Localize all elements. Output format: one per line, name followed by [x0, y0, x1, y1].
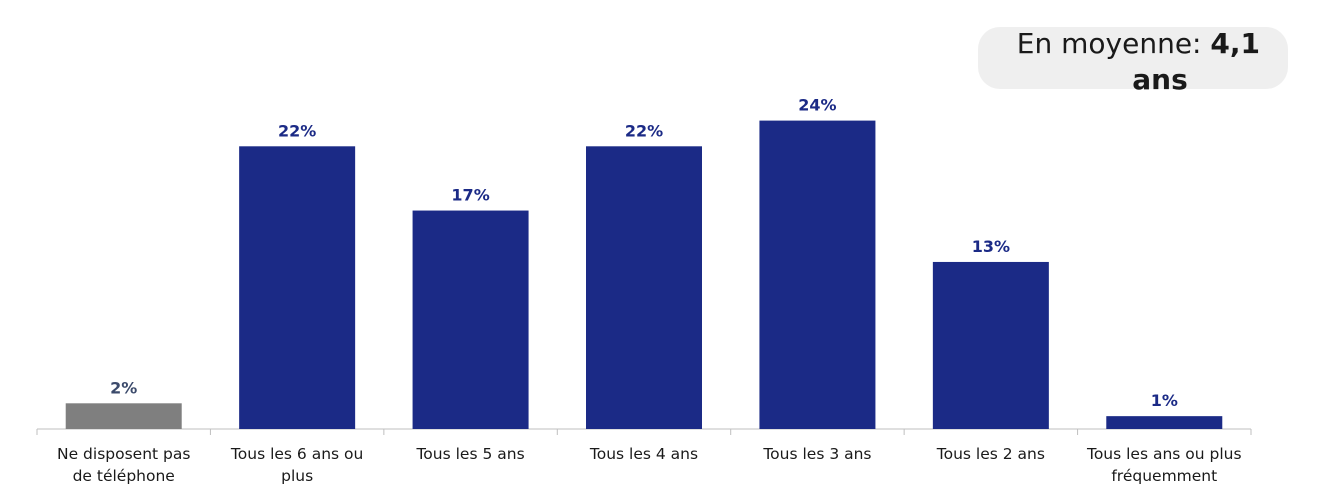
x-tick-label: Tous les 3 ans [762, 445, 871, 463]
x-tick-label: de téléphone [73, 467, 175, 485]
x-tick-label: Tous les 4 ans [589, 445, 698, 463]
x-tick-label: fréquemment [1111, 467, 1217, 485]
data-label: 22% [278, 121, 316, 140]
data-label: 1% [1151, 391, 1178, 410]
x-tick-label: Tous les 2 ans [936, 445, 1045, 463]
bar [759, 120, 876, 429]
data-label: 13% [972, 237, 1010, 256]
average-unit: ans [1132, 63, 1188, 96]
x-tick-label: Ne disposent pas [57, 445, 190, 463]
bar [239, 146, 356, 430]
bar [932, 261, 1049, 429]
x-tick-label: Tous les ans ou plus [1086, 445, 1242, 463]
bar [586, 146, 702, 430]
bar [412, 210, 529, 429]
average-value: 4,1 [1210, 27, 1260, 60]
data-label: 24% [798, 96, 836, 115]
data-label: 17% [451, 186, 489, 205]
x-tick-label: Tous les 6 ans ou [230, 445, 363, 463]
data-label: 2% [110, 378, 137, 397]
bar [1106, 416, 1223, 429]
average-summary-box [978, 27, 1288, 89]
x-tick-label: Tous les 5 ans [415, 445, 524, 463]
data-label: 22% [625, 121, 663, 140]
average-prefix: En moyenne: [1016, 27, 1211, 60]
average-summary-text: En moyenne: 4,1 ans [1000, 26, 1260, 98]
x-tick-label: plus [281, 467, 313, 485]
bar [65, 403, 182, 429]
